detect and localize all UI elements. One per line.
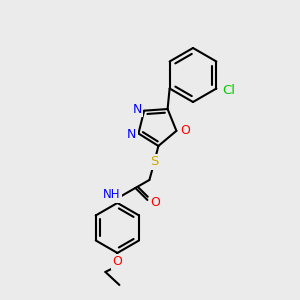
Text: N: N <box>133 103 142 116</box>
Text: O: O <box>150 196 160 209</box>
Text: Cl: Cl <box>222 84 236 97</box>
Text: S: S <box>150 155 159 169</box>
Text: N: N <box>127 128 136 141</box>
Text: O: O <box>180 124 190 137</box>
Text: NH: NH <box>103 188 120 202</box>
Text: O: O <box>112 256 122 268</box>
